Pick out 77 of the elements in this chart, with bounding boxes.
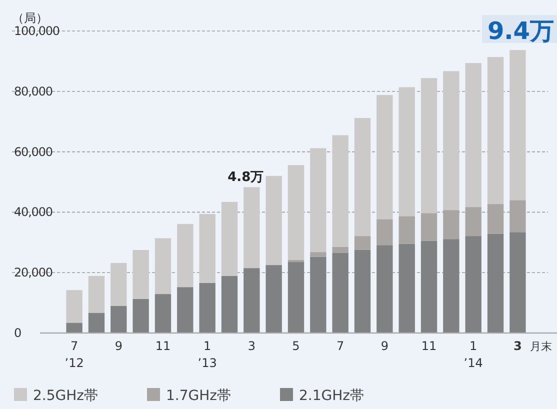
bar (465, 207, 482, 236)
y-tick-label: 60,000 (14, 144, 52, 159)
bar (221, 202, 238, 276)
x-tick-label: 7 (336, 339, 344, 353)
bar (266, 265, 282, 333)
x-tick-label: 9 (380, 339, 388, 353)
bar (110, 262, 127, 306)
bar (510, 50, 526, 200)
legend-label: 2.5GHz帯 (33, 388, 98, 404)
bar (288, 262, 304, 333)
y-tick-label: 20,000 (14, 266, 52, 280)
bar (376, 95, 393, 220)
annotation: 9.4万 (487, 17, 554, 45)
bar (132, 250, 149, 299)
bar (310, 256, 326, 333)
x-tick-label: 9 (114, 339, 122, 353)
bar (332, 135, 348, 247)
bar (199, 282, 216, 333)
bar (266, 176, 282, 266)
bar (154, 238, 172, 294)
bar (398, 87, 415, 216)
bar (354, 236, 371, 250)
bar (310, 252, 326, 257)
bar (199, 214, 216, 283)
x-tick-label: 3 (514, 339, 522, 353)
annotation: 4.8万 (228, 170, 264, 186)
bar (154, 294, 172, 333)
bar (221, 276, 238, 333)
bar (443, 210, 460, 240)
x-tick-label: 1 ’13 (198, 339, 217, 370)
legend-label: 2.1GHz帯 (299, 388, 364, 404)
bar (66, 322, 82, 333)
y-tick-label: 80,000 (14, 84, 52, 98)
y-axis-title: （局） (12, 11, 48, 25)
y-tick-label: 40,000 (14, 205, 52, 220)
bar (132, 298, 149, 333)
bar (354, 118, 371, 236)
x-tick-label: 3 (248, 339, 256, 353)
bar (177, 224, 194, 288)
bar (487, 204, 504, 234)
bar (376, 219, 393, 246)
legend-label: 1.7GHz帯 (166, 388, 231, 404)
bar (510, 200, 526, 232)
bar (88, 276, 105, 313)
bar (465, 63, 482, 208)
x-tick-label: 11 (155, 339, 171, 353)
x-tick-label: 5 (292, 339, 300, 353)
bar (420, 78, 438, 214)
bar (288, 260, 304, 262)
bar (177, 287, 194, 333)
bar (443, 239, 460, 333)
bar (487, 234, 504, 333)
bar (332, 246, 348, 253)
bar (332, 252, 348, 333)
bar (288, 165, 304, 260)
bar (244, 268, 260, 333)
x-tick-label: 1 ’14 (464, 339, 483, 370)
bar (110, 306, 127, 333)
bar (510, 232, 526, 333)
bar (398, 244, 415, 333)
bar (420, 213, 438, 241)
bar (420, 240, 438, 333)
x-axis-title: 月末 (530, 340, 552, 353)
x-tick-label: 7 ’12 (64, 339, 84, 370)
x-tick-label: 11 (421, 339, 437, 353)
bar (310, 148, 326, 252)
bar (487, 56, 504, 204)
bar (88, 312, 105, 333)
bar (398, 216, 415, 244)
bar (465, 236, 482, 333)
bar (354, 250, 371, 333)
bar (443, 71, 460, 210)
y-tick-label: 0 (14, 326, 22, 340)
bar (66, 290, 82, 323)
bar (244, 187, 260, 268)
y-tick-label: 100,000 (14, 24, 60, 38)
bar (376, 245, 393, 333)
